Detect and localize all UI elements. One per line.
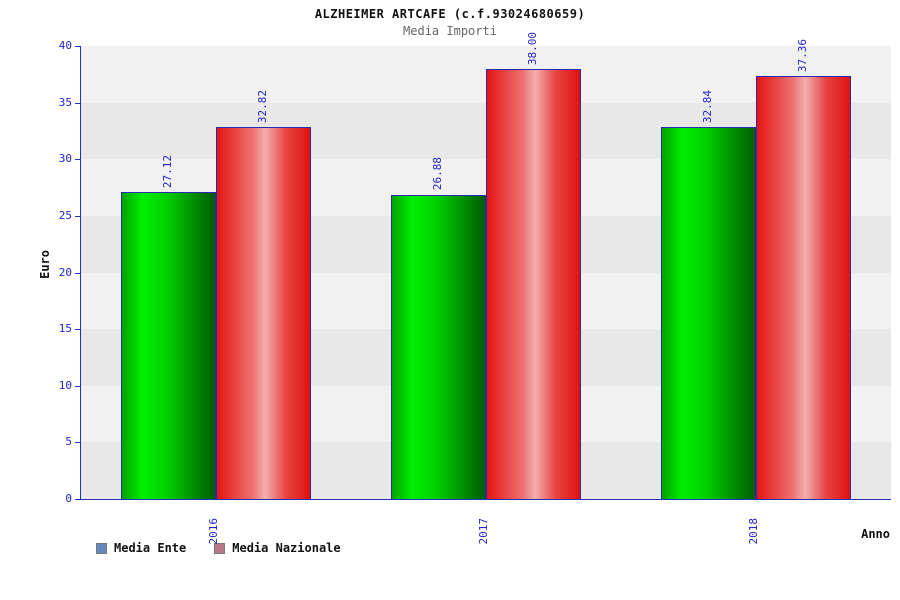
y-tick-label: 20 [58,265,72,279]
bar-value-text: 38.00 [525,31,539,65]
y-tick-mark [75,159,80,161]
y-tick-label: 25 [58,208,72,222]
x-axis-label-2016: 2016 [207,506,221,545]
plot-area: 27.12 32.82 26.88 38.00 32.84 37.36 [80,32,891,500]
chart-subtitle: Media Importi [403,24,497,38]
chart-title: ALZHEIMER ARTCAFE (c.f.93024680659) [314,7,586,21]
bar-value-text: 37.36 [795,38,809,72]
bar-value-label-media-ente-2018: 32.84 [701,67,715,123]
bar-value-text: 32.84 [700,89,714,124]
x-axis-label-text: 2016 [207,517,220,545]
x-axis-label-2017: 2017 [477,506,491,545]
bar-value-label-media-ente-2017: 26.88 [430,135,445,191]
legend: Media Ente Media Nazionale [96,541,341,555]
bar-media-nazionale-2016 [216,127,311,499]
legend-label-media-nazionale: Media Nazionale [232,541,341,555]
bar-value-label-media-nazionale-2017: 38.00 [526,9,540,65]
bar-value-text: 26.88 [430,157,444,191]
y-tick-label: 10 [58,378,72,392]
bar-value-label-media-nazionale-2016: 32.82 [256,67,270,123]
x-axis-label-text: 2017 [477,517,490,545]
y-tick-mark [75,272,80,274]
y-tick-label: 15 [58,322,72,336]
bar-media-ente-2017 [391,194,486,499]
y-tick-mark [75,442,80,444]
y-tick-mark [75,215,80,217]
legend-swatch-media-ente-icon [96,542,107,554]
x-axis-label-2018: 2018 [747,506,761,545]
y-tick-mark [75,329,80,331]
legend-item-media-nazionale: Media Nazionale [214,541,341,555]
bar-value-label-media-ente-2016: 27.12 [161,132,175,188]
y-tick-mark [75,102,80,104]
bar-media-ente-2016 [121,191,216,499]
bar-value-text: 32.82 [255,90,269,124]
bar-value-label-media-nazionale-2018: 37.36 [796,16,810,72]
y-tick-label: 30 [58,152,72,166]
legend-item-media-ente: Media Ente [96,541,186,555]
legend-label-media-ente: Media Ente [114,541,187,555]
y-tick-mark [75,46,80,47]
x-axis-title: Anno [861,527,890,541]
y-tick-label: 0 [65,492,72,505]
y-tick-label: 5 [65,435,72,449]
bar-value-text: 27.12 [160,154,174,188]
y-tick-mark [75,499,80,500]
y-tick-label: 40 [58,39,72,52]
y-tick-label: 35 [58,95,72,109]
y-tick-mark [75,385,80,387]
bar-media-nazionale-2018 [756,75,851,499]
x-axis-label-text: 2018 [747,517,760,545]
legend-swatch-media-nazionale-icon [214,542,226,554]
bar-media-nazionale-2017 [486,68,581,499]
bar-media-ente-2018 [661,127,756,499]
